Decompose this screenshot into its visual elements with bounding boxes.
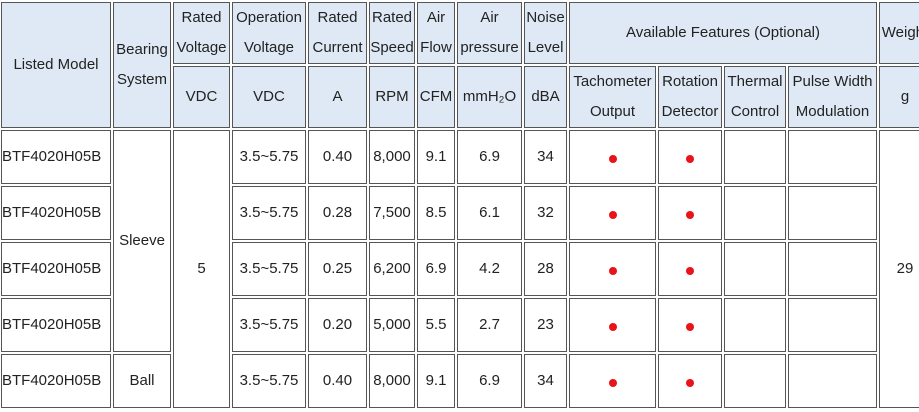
header-cell: Air Flow [417, 2, 455, 64]
feature-dot [608, 266, 617, 275]
feature-cell [569, 186, 656, 240]
value-cell: 5,000 [369, 298, 415, 352]
value-cell: 6.1 [457, 186, 522, 240]
model-cell: BTF4020H05B [1, 242, 111, 296]
unit-cell: VDC [173, 66, 230, 128]
feature-dot [686, 210, 694, 219]
value-cell: 4.2 [457, 242, 522, 296]
feature-dot [686, 322, 694, 331]
model-cell: BTF4020H05B [1, 298, 111, 352]
value-cell: 6,200 [369, 242, 415, 296]
value-cell: 28 [524, 242, 567, 296]
unit-cell: mmH₂O [457, 66, 522, 128]
value-cell: 3.5~5.75 [232, 242, 306, 296]
feature-cell [658, 298, 722, 352]
value-cell: 34 [524, 130, 567, 184]
voltage-cell: 5 [173, 130, 230, 408]
data-row: BTF4020H05B 3.5~5.75 0.28 7,500 8.5 6.1 32 [1, 186, 919, 240]
unit-cell: VDC [232, 66, 306, 128]
header-cell: Air pressure [457, 2, 522, 64]
bearing-cell: Sleeve [113, 130, 171, 352]
feature-dot [686, 266, 694, 275]
feature-dot [608, 378, 617, 387]
header-cell: Bearing System [113, 2, 171, 128]
value-cell: 0.28 [308, 186, 367, 240]
data-row: BTF4020H05B 3.5~5.75 0.20 5,000 5.5 2.7 23 [1, 298, 919, 352]
value-cell: 6.9 [457, 130, 522, 184]
feature-cell [569, 242, 656, 296]
feature-cell [788, 130, 877, 184]
header-cell: Operation Voltage [232, 2, 306, 64]
data-row: BTF4020H05B 3.5~5.75 0.25 6,200 6.9 4.2 28 [1, 242, 919, 296]
data-row: BTF4020H05B Sleeve 5 3.5~5.75 0.40 8,000 9.1 6.… [1, 130, 919, 408]
unit-cell: A [308, 66, 367, 128]
feature-cell: Thermal Control [724, 66, 786, 128]
value-cell: 3.5~5.75 [232, 186, 306, 240]
value-cell: 32 [524, 186, 567, 240]
unit-cell: RPM [369, 66, 415, 128]
value-cell: 9.1 [417, 130, 455, 184]
feature-cell: Tachometer Output [569, 66, 656, 128]
feature-dot [686, 378, 694, 387]
value-cell: 0.40 [308, 354, 367, 408]
value-cell: 2.7 [457, 298, 522, 352]
header-cell: Rated Voltage [173, 2, 230, 64]
value-cell: 0.40 [308, 130, 367, 184]
feature-cell [658, 130, 722, 184]
feature-cell [569, 130, 656, 184]
header-cell: Rated Speed [369, 2, 415, 64]
header-cell: Available Features (Optional) [569, 2, 877, 64]
value-cell: 7,500 [369, 186, 415, 240]
value-cell: 9.1 [417, 354, 455, 408]
value-cell: 3.5~5.75 [232, 130, 306, 184]
value-cell: 0.25 [308, 242, 367, 296]
model-cell: BTF4020H05B [1, 130, 111, 184]
model-cell: BTF4020H05B [1, 354, 111, 408]
feature-cell [788, 242, 877, 296]
feature-cell [788, 186, 877, 240]
feature-cell: Rotation Detector [658, 66, 722, 128]
value-cell: 5.5 [417, 298, 455, 352]
value-cell: 34 [524, 354, 567, 408]
feature-dot [608, 322, 617, 331]
header-cell: Noise Level [524, 2, 567, 64]
feature-cell [658, 242, 722, 296]
feature-cell [788, 298, 877, 352]
unit-cell: CFM [417, 66, 455, 128]
header-cell: Listed Model [1, 2, 111, 128]
feature-dot [686, 154, 694, 163]
feature-cell [724, 242, 786, 296]
feature-dot [608, 154, 617, 163]
value-cell: 8,000 [369, 354, 415, 408]
header-cell: Rated Current [308, 2, 367, 64]
value-cell: 0.20 [308, 298, 367, 352]
feature-cell [569, 298, 656, 352]
feature-cell [569, 354, 656, 408]
unit-cell: g [879, 66, 919, 128]
feature-cell [724, 298, 786, 352]
feature-dot [608, 210, 617, 219]
value-cell: 8,000 [369, 130, 415, 184]
value-cell: 23 [524, 298, 567, 352]
bearing-cell: Ball [113, 354, 171, 408]
model-cell: BTF4020H05B [1, 186, 111, 240]
value-cell: 6.9 [417, 242, 455, 296]
value-cell: 8.5 [417, 186, 455, 240]
data-row: BTF4020H05B Ball 3.5~5.75 0.40 8,000 9.1 6.9 34 [1, 354, 919, 408]
feature-cell [658, 186, 722, 240]
header-cell: Weight [879, 2, 919, 64]
feature-cell [724, 354, 786, 408]
feature-cell: Pulse Width Modulation [788, 66, 877, 128]
feature-cell [788, 354, 877, 408]
feature-cell [724, 130, 786, 184]
unit-cell: dBA [524, 66, 567, 128]
weight-cell: 29 [879, 130, 919, 408]
feature-cell [724, 186, 786, 240]
value-cell: 6.9 [457, 354, 522, 408]
value-cell: 3.5~5.75 [232, 354, 306, 408]
feature-cell [658, 354, 722, 408]
value-cell: 3.5~5.75 [232, 298, 306, 352]
